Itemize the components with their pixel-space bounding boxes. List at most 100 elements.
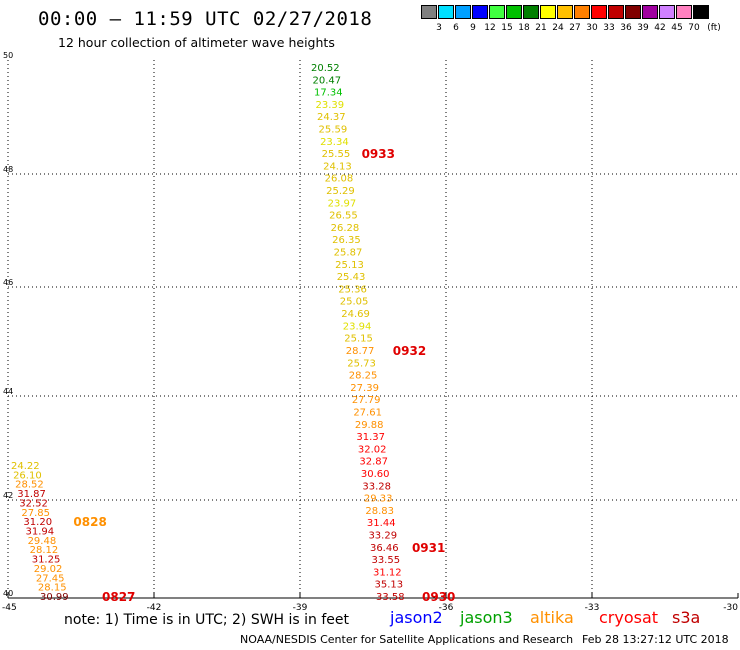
swh-value: 29.48 [28, 536, 57, 547]
lon-label: -42 [147, 603, 162, 613]
swh-value: 32.52 [19, 498, 48, 509]
legend-jason3: jason3 [460, 608, 513, 627]
swh-value: 25.55 [322, 149, 351, 160]
swh-value: 26.08 [325, 174, 354, 185]
pass-time-label: 0933 [362, 147, 395, 161]
lat-label: 46 [3, 278, 13, 287]
scale-swatch [438, 5, 454, 19]
lat-label: 42 [3, 491, 13, 500]
swh-value: 25.87 [334, 248, 363, 259]
scale-swatch [506, 5, 522, 19]
scale-label: 36 [620, 23, 632, 33]
scale-swatch [625, 5, 641, 19]
pass-time-label: 0827 [102, 590, 135, 604]
track-0828-0827: 24.2226.1028.5231.8732.5227.8531.2031.94… [11, 461, 135, 604]
scale-label: 39 [637, 23, 649, 33]
lat-label: 40 [3, 589, 13, 598]
credit-line: NOAA/NESDIS Center for Satellite Applica… [240, 633, 574, 646]
swh-value: 30.60 [361, 469, 390, 480]
swh-value: 29.02 [34, 564, 63, 575]
swh-value: 25.59 [319, 125, 348, 136]
lat-label: 48 [3, 165, 13, 174]
swh-value: 20.52 [311, 63, 340, 74]
swh-value: 24.37 [317, 112, 346, 123]
swh-value: 17.34 [314, 88, 343, 99]
scale-swatch [659, 5, 675, 19]
scale-swatch [693, 5, 709, 19]
swh-value: 24.22 [11, 461, 40, 472]
scale-label: 15 [501, 23, 513, 33]
swh-value: 27.45 [36, 573, 65, 584]
swh-value: 31.12 [373, 567, 402, 578]
legend-jason2: jason2 [390, 608, 443, 627]
swh-value: 24.13 [323, 161, 352, 172]
scale-swatch [523, 5, 539, 19]
swh-value: 28.52 [15, 480, 44, 491]
swh-value: 25.13 [335, 260, 364, 271]
swh-value: 29.88 [355, 420, 384, 431]
scale-swatch [676, 5, 692, 19]
swh-value: 26.10 [13, 470, 42, 481]
map-axes: 50 48 46 44 42 40 -45 -42 -39 -36 -33 -30 [2, 51, 739, 613]
scale-label: 18 [518, 23, 530, 33]
swh-value: 20.47 [313, 75, 342, 86]
swh-value: 23.94 [343, 321, 372, 332]
swh-value: 26.55 [329, 211, 358, 222]
swh-value: 31.37 [356, 432, 385, 443]
swh-value: 33.55 [371, 555, 400, 566]
swh-value: 28.77 [346, 346, 375, 357]
pass-time-label: 0930 [422, 590, 455, 604]
swh-value: 31.94 [26, 527, 55, 538]
swh-value: 27.61 [353, 407, 382, 418]
lon-label: -33 [585, 603, 600, 613]
lat-label: 50 [3, 51, 13, 60]
swh-value: 33.28 [362, 481, 391, 492]
lon-label: -39 [293, 603, 308, 613]
swh-value: 25.29 [326, 186, 355, 197]
scale-swatch [557, 5, 573, 19]
scale-label: 24 [552, 23, 564, 33]
map-subtitle: 12 hour collection of altimeter wave hei… [58, 35, 335, 50]
scale-label: 21 [535, 23, 547, 33]
swh-value: 28.25 [349, 371, 378, 382]
units-note: note: 1) Time is in UTC; 2) SWH is in fe… [64, 612, 350, 628]
swh-value: 31.25 [32, 555, 61, 566]
scale-units: (ft) [707, 23, 721, 33]
swh-value: 28.83 [365, 506, 394, 517]
swh-value: 24.69 [341, 309, 370, 320]
swh-value: 25.43 [337, 272, 366, 283]
swh-value: 31.87 [17, 489, 46, 500]
swh-value: 23.34 [320, 137, 349, 148]
scale-label: 70 [688, 23, 700, 33]
lon-label: -30 [723, 603, 738, 613]
lon-label: -36 [439, 603, 454, 613]
swh-value: 28.15 [38, 583, 67, 594]
scale-swatch [489, 5, 505, 19]
swh-value: 26.28 [331, 223, 360, 234]
scale-label: 45 [671, 23, 683, 33]
legend-altika: altika [530, 608, 574, 627]
generated-timestamp: Feb 28 13:27:12 UTC 2018 [582, 633, 729, 646]
lat-label: 44 [3, 387, 13, 396]
scale-label: 12 [484, 23, 496, 33]
scale-label: 42 [654, 23, 666, 33]
swh-value: 31.20 [23, 517, 52, 528]
scale-swatch [421, 5, 437, 19]
scale-swatch [591, 5, 607, 19]
scale-swatch [642, 5, 658, 19]
swh-value: 27.85 [21, 508, 50, 519]
swh-value: 25.15 [344, 334, 373, 345]
swh-value: 35.13 [374, 580, 403, 591]
swh-value: 25.36 [338, 284, 367, 295]
pass-time-label: 0931 [412, 541, 445, 555]
swh-value: 27.39 [350, 383, 379, 394]
swh-value: 25.05 [340, 297, 369, 308]
swh-value: 23.97 [328, 198, 357, 209]
swh-value: 29.33 [364, 494, 393, 505]
legend-cryosat: cryosat [599, 608, 659, 627]
swh-value: 26.35 [332, 235, 361, 246]
scale-label: 6 [453, 23, 459, 33]
